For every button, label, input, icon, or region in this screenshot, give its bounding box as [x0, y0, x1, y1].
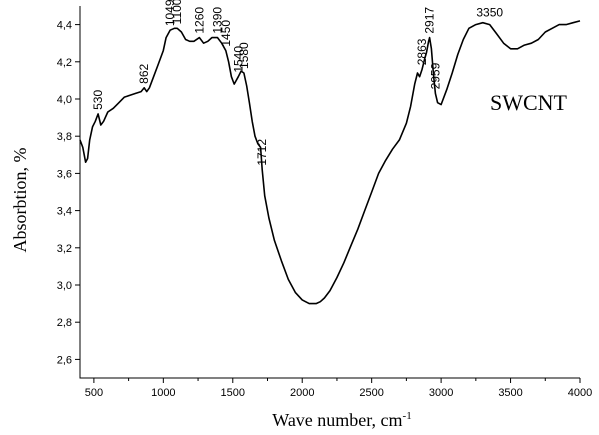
y-tick-label: 3,6	[57, 168, 72, 180]
y-tick-label: 3,0	[57, 280, 72, 292]
y-axis-title: Absorbtion, %	[10, 148, 30, 253]
y-axis-title-text: Absorbtion, %	[10, 148, 30, 253]
peak-label: 862	[137, 63, 151, 83]
x-axis-title-text: Wave number, cm	[272, 410, 402, 430]
peak-label: 1712	[255, 139, 269, 166]
peak-label: 2863	[415, 38, 429, 65]
peak-label: 1100	[170, 0, 184, 24]
peak-label: 1540	[231, 46, 245, 73]
x-axis-title-superscript: -1	[403, 410, 412, 422]
plot-axes: 500 1000 1500 2000 2500 3000 3500 4000 2,6 2,8 3,0…	[57, 6, 592, 399]
peak-label: 2917	[423, 7, 437, 34]
y-tick-label: 2,8	[57, 317, 72, 329]
peak-label: 3350	[476, 6, 503, 20]
y-tick-label: 2,6	[57, 354, 72, 366]
y-tick-label: 3,8	[57, 131, 72, 143]
y-tick-label: 4,4	[57, 20, 72, 32]
peak-label: 1260	[192, 7, 206, 34]
x-tick-label: 1500	[221, 387, 245, 399]
peak-label: 1580	[237, 42, 251, 69]
axis-frame	[79, 6, 580, 379]
x-axis-title: Wave number, cm-1	[272, 410, 411, 430]
peak-label: 1049	[163, 0, 177, 26]
y-tick-label: 3,4	[57, 206, 72, 218]
peak-label: 1390	[211, 7, 225, 34]
x-tick-label: 2000	[290, 387, 314, 399]
series-line-swcnt	[79, 20, 581, 305]
x-tick-label: 1000	[151, 387, 175, 399]
y-tick-label: 4,2	[57, 57, 72, 69]
y-tick-label: 3,2	[57, 243, 72, 255]
y-tick-label: 4,0	[57, 94, 72, 106]
series-label-swcnt: SWCNT	[490, 90, 568, 115]
x-tick-label: 2500	[359, 387, 383, 399]
peak-label: 530	[91, 90, 105, 110]
plot-marks	[79, 20, 581, 305]
x-tick-label: 3500	[498, 387, 522, 399]
x-tick-label: 4000	[568, 387, 592, 399]
peak-label: 2959	[428, 62, 442, 89]
x-tick-label: 500	[85, 387, 103, 399]
peak-label: 1450	[219, 20, 233, 47]
x-tick-label: 3000	[429, 387, 453, 399]
